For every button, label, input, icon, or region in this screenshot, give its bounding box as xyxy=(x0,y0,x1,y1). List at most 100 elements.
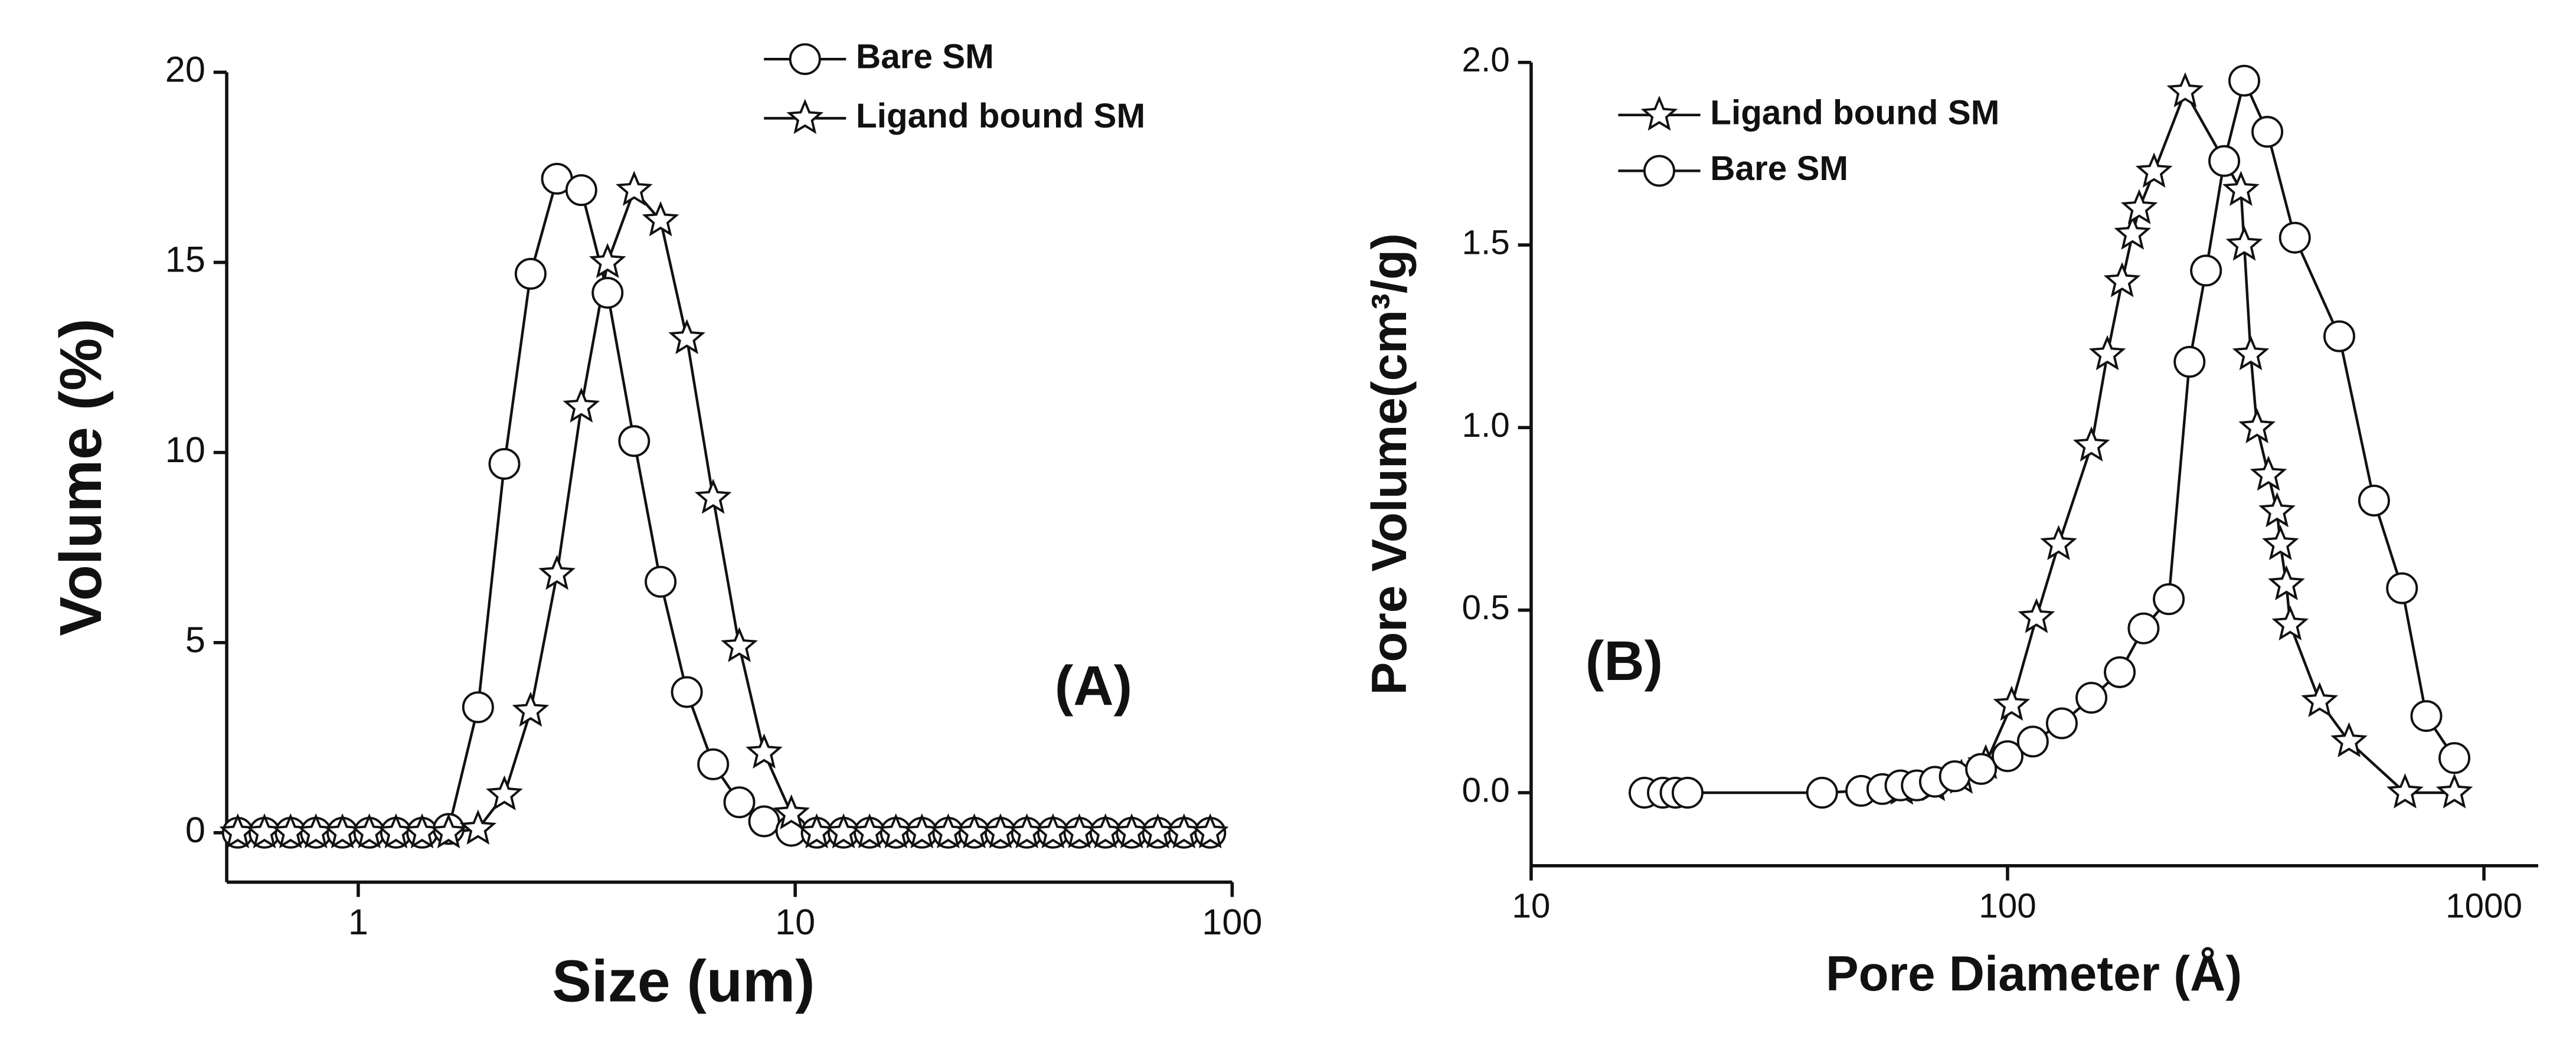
x-axis-title: Pore Diameter (Å) xyxy=(1826,946,2242,1001)
legend-label: Bare SM xyxy=(1710,149,1848,188)
star-marker xyxy=(459,809,497,845)
star-marker xyxy=(486,775,523,811)
circle-marker xyxy=(2251,116,2284,148)
circle-marker xyxy=(2127,612,2160,645)
circle-marker xyxy=(1965,753,1998,785)
star-marker xyxy=(773,794,810,830)
star-marker xyxy=(2135,152,2173,188)
legend-marker xyxy=(786,99,824,135)
star-marker xyxy=(2040,525,2077,560)
circle-marker xyxy=(1991,740,2023,773)
legend-marker xyxy=(789,43,821,76)
y-tick-label: 0.0 xyxy=(1462,771,1509,809)
circle-marker xyxy=(645,565,677,598)
y-tick-label: 5 xyxy=(185,620,205,660)
star-marker xyxy=(2222,171,2260,206)
legend-label: Ligand bound SM xyxy=(856,97,1145,135)
circle-marker xyxy=(2410,700,2443,732)
star-marker xyxy=(616,171,653,206)
circle-marker xyxy=(618,425,650,457)
circle-marker xyxy=(2016,725,2049,758)
star-marker xyxy=(2258,492,2296,528)
star-marker xyxy=(2330,722,2368,758)
x-tick-label: 100 xyxy=(1979,887,2036,926)
x-tick-label: 1000 xyxy=(2446,887,2522,926)
circle-marker xyxy=(2358,485,2390,517)
circle-marker xyxy=(591,277,624,309)
star-marker xyxy=(2088,335,2126,371)
circle-marker xyxy=(2438,742,2470,774)
circle-marker xyxy=(671,676,703,708)
circle-marker xyxy=(2190,254,2222,287)
circle-marker xyxy=(2208,145,2241,177)
y-tick-label: 1.0 xyxy=(1462,406,1509,444)
star-marker xyxy=(2232,335,2270,371)
circle-marker xyxy=(2278,221,2311,254)
circle-marker xyxy=(514,257,547,290)
legend-marker xyxy=(1643,155,1675,187)
x-tick-label: 1 xyxy=(348,902,368,942)
x-tick-label: 10 xyxy=(1512,887,1550,926)
y-tick-label: 1.5 xyxy=(1462,224,1509,262)
legend-label: Ligand bound SM xyxy=(1710,93,1999,132)
legend-label: Bare SM xyxy=(856,38,994,76)
circle-marker xyxy=(2173,346,2206,378)
y-tick-label: 20 xyxy=(165,50,205,90)
circle-marker xyxy=(1938,760,1971,793)
star-marker xyxy=(2103,262,2141,297)
annotation: (A) xyxy=(1055,655,1132,717)
series-line xyxy=(1901,89,2455,794)
y-axis-title: Pore Volume(cm³/g) xyxy=(1361,233,1417,695)
series-line xyxy=(237,187,1211,835)
series-line xyxy=(237,176,1211,835)
star-marker xyxy=(694,479,732,514)
circle-marker xyxy=(748,805,780,838)
star-marker xyxy=(2262,525,2299,560)
star-marker xyxy=(2166,72,2204,107)
star-marker xyxy=(642,201,679,237)
star-marker xyxy=(589,243,626,279)
star-marker xyxy=(2436,773,2473,809)
star-marker xyxy=(430,813,468,849)
star-marker xyxy=(2018,598,2055,633)
star-marker xyxy=(2225,225,2263,261)
y-tick-label: 10 xyxy=(165,430,205,470)
star-marker xyxy=(2271,605,2309,641)
star-marker xyxy=(2120,189,2158,224)
circle-marker xyxy=(697,748,730,780)
star-marker xyxy=(538,554,576,590)
annotation: (B) xyxy=(1586,630,1663,692)
circle-marker xyxy=(462,691,494,724)
circle-marker xyxy=(2075,682,2108,714)
y-axis-title: Volume (%) xyxy=(48,318,114,636)
circle-marker xyxy=(723,786,756,819)
star-marker xyxy=(2250,455,2287,491)
circle-marker xyxy=(2045,707,2078,740)
y-tick-label: 2.0 xyxy=(1462,41,1509,79)
circle-marker xyxy=(2228,64,2261,97)
circle-marker xyxy=(1806,777,1838,809)
circle-marker xyxy=(565,174,597,207)
star-marker xyxy=(2387,773,2424,809)
star-marker xyxy=(1191,813,1229,849)
x-tick-label: 100 xyxy=(1202,902,1262,942)
circle-marker xyxy=(1671,777,1704,809)
circle-marker xyxy=(2386,572,2418,604)
circle-marker xyxy=(488,447,521,480)
star-marker xyxy=(721,627,758,662)
star-marker xyxy=(1993,685,2031,721)
circle-marker xyxy=(2153,583,2185,616)
star-marker xyxy=(512,691,550,727)
star-marker xyxy=(2072,426,2110,462)
star-marker xyxy=(746,733,783,769)
circle-marker xyxy=(2323,320,2355,352)
star-marker xyxy=(2301,682,2339,717)
star-marker xyxy=(2268,565,2305,601)
y-tick-label: 0.5 xyxy=(1462,588,1509,627)
star-marker xyxy=(2238,408,2276,443)
y-tick-label: 0 xyxy=(185,810,205,850)
star-marker xyxy=(563,387,600,423)
y-tick-label: 15 xyxy=(165,240,205,280)
